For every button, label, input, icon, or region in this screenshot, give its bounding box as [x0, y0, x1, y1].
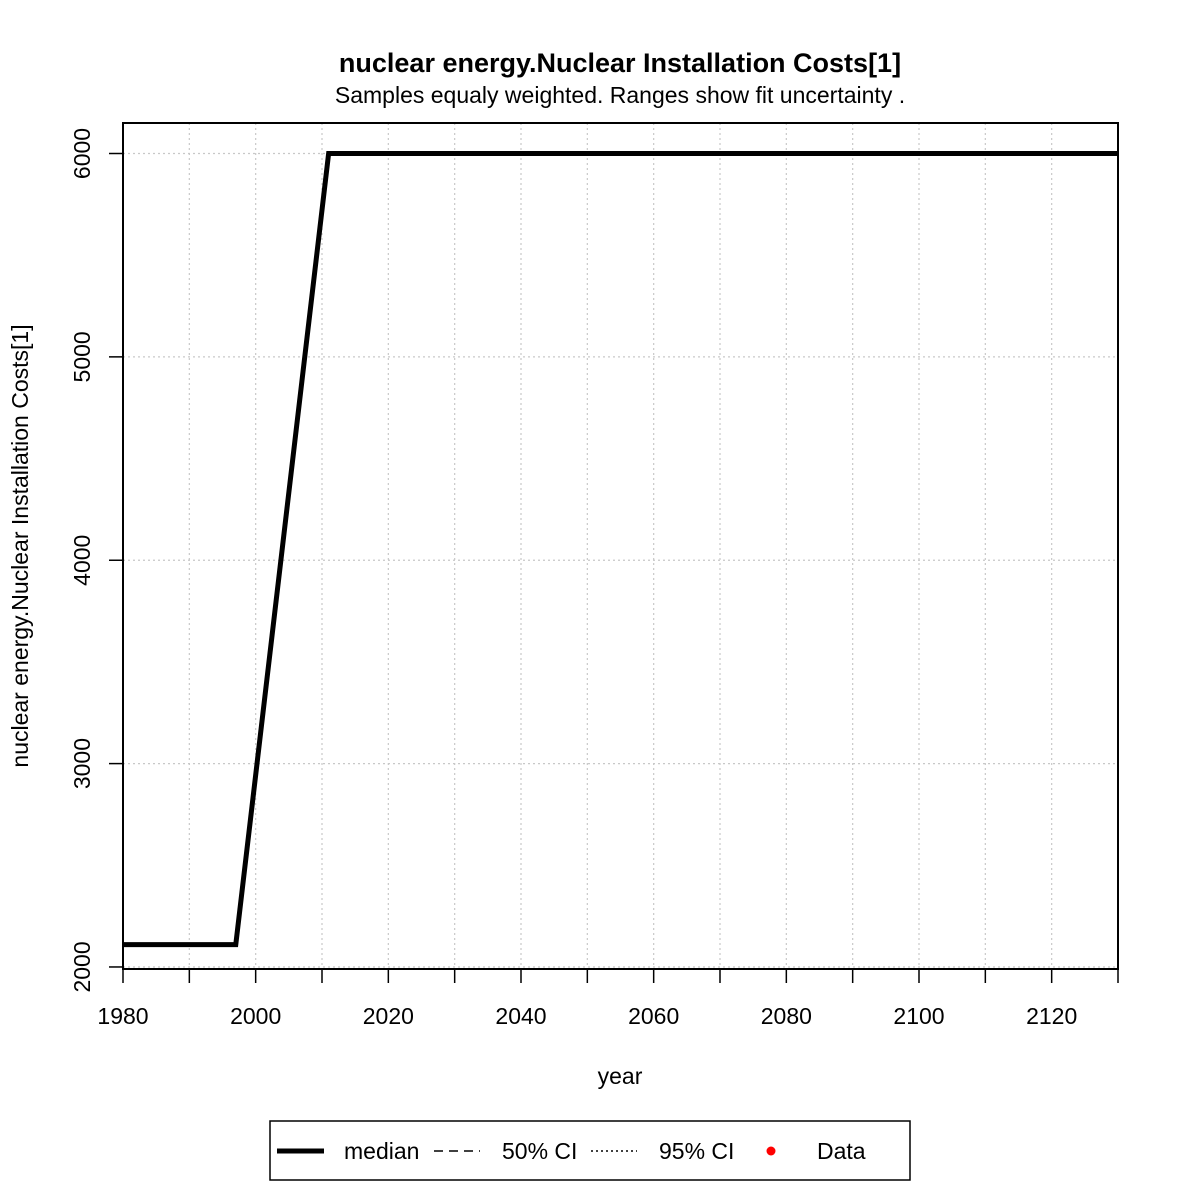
legend: median 50% CI 95% CI Data	[269, 1120, 911, 1181]
y-tick-label: 5000	[69, 331, 95, 382]
y-tick-label: 2000	[69, 941, 95, 992]
plot-frame	[122, 122, 1119, 970]
x-tick-label: 2000	[230, 1003, 281, 1029]
chart-title: nuclear energy.Nuclear Installation Cost…	[339, 48, 901, 78]
y-axis-label: nuclear energy.Nuclear Installation Cost…	[7, 324, 33, 767]
legend-median-label: median	[344, 1138, 419, 1164]
x-tick-label: 2020	[363, 1003, 414, 1029]
legend-data-label: Data	[817, 1138, 866, 1164]
x-tick-label: 2060	[628, 1003, 679, 1029]
x-tick-label: 2120	[1026, 1003, 1077, 1029]
series-layer	[123, 151, 1118, 948]
x-tick-label: 2080	[761, 1003, 812, 1029]
legend-95ci-label: 95% CI	[659, 1138, 734, 1164]
x-axis: 1980 2000 2020 2040 2060 2080 2100 2120	[97, 969, 1119, 1029]
y-tick-label: 6000	[69, 128, 95, 179]
x-tick-label: 2100	[893, 1003, 944, 1029]
y-tick-label: 4000	[69, 535, 95, 586]
legend-data-swatch	[766, 1146, 776, 1156]
y-axis: 2000 3000 4000 5000 6000	[69, 128, 123, 993]
legend-50ci-label: 50% CI	[502, 1138, 577, 1164]
y-tick-label: 3000	[69, 738, 95, 789]
legend-box	[269, 1120, 911, 1181]
x-tick-label: 2040	[495, 1003, 546, 1029]
x-tick-label: 1980	[97, 1003, 148, 1029]
grid	[123, 123, 1118, 969]
chart-subtitle: Samples equaly weighted. Ranges show fit…	[335, 82, 905, 108]
series-line-median	[123, 151, 1118, 948]
x-axis-label: year	[598, 1063, 643, 1089]
